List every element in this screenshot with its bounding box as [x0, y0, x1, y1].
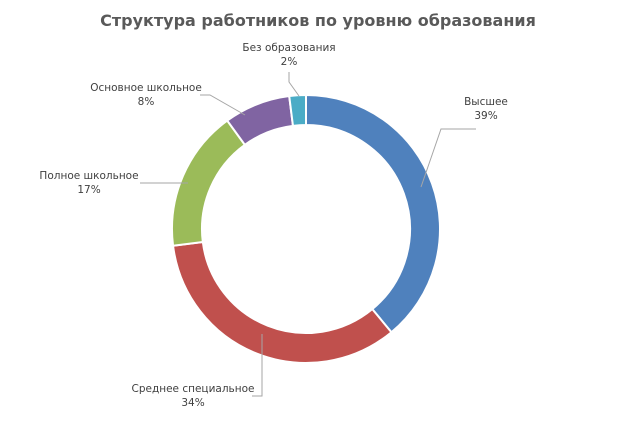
labels-layer: Высшее 39% Среднее специальное 34% Полное шк…: [39, 42, 507, 409]
slice-label-name-1: Среднее специальное: [132, 383, 255, 395]
leader-line-4: [288, 72, 300, 97]
leaders-layer: [140, 72, 476, 397]
slice-label-name-3: Основное школьное: [90, 82, 202, 94]
slice-0: [305, 93, 441, 334]
slice-4: [288, 93, 307, 127]
slice-1: [171, 240, 393, 364]
leader-line-0: [420, 128, 476, 188]
leader-line-3: [200, 94, 246, 116]
slice-label-name-2: Полное школьное: [39, 170, 138, 182]
slice-label-value-4: 2%: [281, 56, 298, 68]
slice-label-value-2: 17%: [77, 184, 100, 196]
leader-line-1: [252, 334, 263, 397]
slices-layer: [171, 93, 441, 364]
slice-label-value-3: 8%: [138, 96, 155, 108]
slice-label-value-0: 39%: [474, 110, 497, 122]
slice-label-value-1: 34%: [181, 397, 204, 409]
chart-title: Структура работников по уровню образован…: [100, 11, 536, 30]
slice-label-name-4: Без образования: [242, 42, 335, 54]
slice-label-name-0: Высшее: [464, 96, 508, 108]
